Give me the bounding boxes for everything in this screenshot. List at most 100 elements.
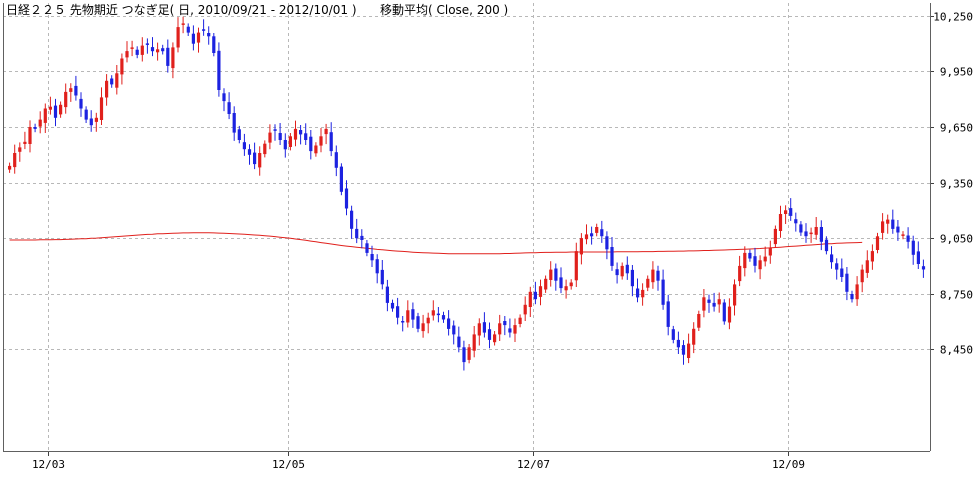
x-tick-label: 12/03 [32,458,65,471]
candle-body [641,289,645,298]
candle-body [258,153,262,168]
x-tick-labels: 12/03 12/05 12/07 12/09 [32,458,805,471]
candle-body [452,325,456,335]
candle-body [115,73,119,88]
candle [222,88,226,112]
candle-body [498,323,502,335]
candle [283,133,287,158]
candle-body [702,297,706,311]
candle-body [835,263,839,270]
candle [299,125,303,145]
candle-body [921,266,926,270]
candle [94,112,98,132]
candle [258,146,262,176]
candle-body [447,318,451,329]
candle [498,314,502,341]
candle [886,214,890,234]
candle [584,224,589,245]
candle [89,110,93,132]
candle-body [503,321,507,326]
candle [835,258,839,280]
candle-body [74,85,78,96]
candle [574,242,578,287]
candle-body [814,227,818,235]
candle-body [620,265,624,277]
candle [717,292,721,313]
candle-body [564,286,568,291]
candle-body [845,273,849,292]
candle-body [18,147,22,152]
candle [753,247,757,273]
candle [171,42,175,79]
candle [590,226,594,245]
candle [508,318,512,338]
x-tick-label: 12/05 [272,458,305,471]
candle [365,240,369,257]
candle [881,213,885,240]
candle [436,307,440,323]
candle [253,142,257,170]
candle-body [110,78,114,85]
candle-body [421,323,425,332]
candle [656,265,660,291]
candle-body [758,260,762,270]
candle-body [799,224,803,233]
candle [64,83,68,114]
candle [293,120,298,147]
candle-body [544,278,548,290]
y-tick-label: 9,350 [940,178,973,191]
candle [748,249,752,262]
candle-body [549,269,553,280]
candle [212,33,216,57]
candle-body [365,243,369,253]
candle-body [99,97,104,120]
candle [789,198,793,221]
candle-body [411,309,415,320]
candle [309,130,313,160]
candle-body [355,228,359,239]
candle [845,267,849,301]
candle [181,16,185,34]
candle [544,275,548,293]
candle-body [89,118,93,126]
candle-body [559,277,563,289]
candle [416,312,420,333]
candle [630,265,634,297]
candle [605,231,609,260]
candle-body [375,259,379,274]
candle [646,275,650,292]
candle-body [401,321,405,323]
candle-body [773,228,777,245]
candle-body [309,136,313,152]
candle-body [513,325,517,334]
candle-body [207,33,211,37]
candle-body [467,347,471,360]
candle [487,322,492,349]
candle [809,227,813,243]
candle-body [334,152,338,168]
candle [125,41,129,63]
candle [697,310,701,331]
candle [69,83,73,102]
candle [105,74,109,106]
candle-body [441,315,446,320]
candle-body [778,214,783,231]
candle [268,124,272,150]
candle [452,320,456,345]
candle [559,267,563,294]
candle [350,205,354,239]
candle-body [630,269,634,287]
candle-body [406,310,410,323]
candle [911,235,915,265]
chart-title: 日経２２５ 先物期近 つなぎ足( 日, 2010/09/21 - 2012/10… [6,3,357,17]
candle [636,278,640,303]
candle [411,302,415,328]
candle [569,279,573,290]
candle [615,262,619,284]
candle-body [247,149,252,155]
candle [447,310,451,336]
candle [712,292,716,312]
y-tick-label: 9,950 [940,66,973,79]
candle [860,264,864,293]
